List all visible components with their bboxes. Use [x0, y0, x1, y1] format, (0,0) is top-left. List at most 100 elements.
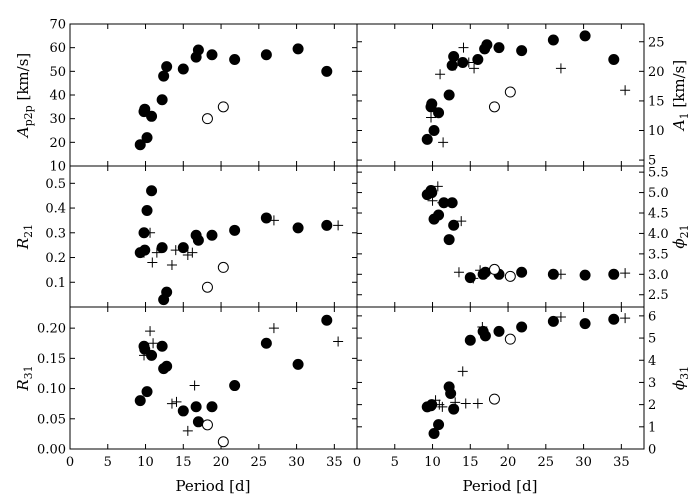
point-plus-r31-3 [166, 398, 177, 409]
point-plus-r21-9 [333, 220, 344, 231]
x-tick-label-phi31-4: 20 [500, 455, 517, 470]
point-filled-r21-8 [177, 242, 189, 254]
point-filled-a1-3 [428, 125, 440, 136]
x-tick-label-r31-4: 20 [213, 455, 230, 470]
y-tick-label-r31-0: 0.00 [37, 443, 66, 458]
point-filled-r31-3 [141, 386, 153, 398]
point-filled-r31-10 [192, 416, 204, 428]
point-filled-a1-5 [443, 89, 455, 101]
y-tick-label-app-4: 50 [49, 65, 66, 80]
y-tick-label-app-6: 70 [49, 18, 66, 33]
point-plus-r21-8 [268, 215, 279, 226]
x-tick-label-r31-2: 10 [137, 455, 154, 470]
x-axis-label-right: Period [d] [463, 477, 538, 495]
point-plus-a1-2 [435, 69, 446, 80]
point-filled-app-13 [260, 49, 272, 61]
point-plus-phi31-6 [460, 398, 471, 409]
point-open-phi31-1 [504, 333, 516, 345]
point-filled-r31-12 [229, 380, 241, 392]
point-filled-phi31-7 [448, 403, 460, 415]
point-plus-phi31-7 [472, 398, 483, 409]
point-filled-app-6 [158, 70, 170, 82]
point-filled-a1-2 [426, 98, 438, 110]
x-tick-label-r31-7: 35 [326, 455, 343, 470]
y-tick-label-phi21-3: 4.0 [648, 227, 669, 242]
point-plus-phi31-9 [555, 311, 566, 322]
point-filled-app-3 [141, 132, 153, 144]
y-tick-label-app-2: 30 [49, 112, 66, 127]
point-plus-phi21-7 [478, 269, 489, 280]
point-filled-r21-2 [139, 244, 151, 256]
point-filled-a1-14 [547, 34, 559, 46]
point-filled-phi21-4 [433, 209, 445, 221]
point-plus-r31-1 [145, 326, 156, 337]
point-plus-phi21-4 [456, 216, 467, 227]
x-tick-label-phi31-6: 30 [575, 455, 592, 470]
y-axis-label-r31: R31 [14, 365, 35, 391]
panel-frame-phi31 [356, 306, 645, 450]
y-tick-label-phi31-1: 1 [648, 420, 656, 435]
point-filled-app-2 [139, 103, 151, 115]
point-plus-phi21-5 [468, 273, 479, 284]
point-filled-a1-12 [493, 42, 505, 54]
y-tick-label-r31-3: 0.15 [37, 352, 66, 367]
point-filled-phi31-11 [493, 325, 505, 337]
y-tick-label-r21-1: 0.2 [45, 251, 66, 266]
point-plus-phi21-0 [427, 195, 438, 206]
y-tick-label-r31-4: 0.20 [37, 322, 66, 337]
point-plus-phi31-4 [450, 397, 461, 408]
point-open-r31-0 [201, 419, 213, 431]
point-plus-r21-4 [166, 259, 177, 270]
point-open-a1-0 [488, 101, 500, 113]
x-axis-label-left: Period [d] [176, 477, 251, 495]
y-tick-label-r21-3: 0.4 [45, 202, 66, 217]
point-open-phi21-0 [488, 263, 500, 275]
point-plus-r21-6 [182, 250, 193, 261]
point-filled-phi21-7 [446, 197, 458, 209]
point-filled-r31-11 [206, 401, 218, 413]
y-tick-label-phi31-6: 6 [648, 309, 656, 324]
point-filled-r21-7 [161, 286, 173, 298]
point-plus-r21-7 [187, 247, 198, 258]
y-tick-label-phi21-0: 2.5 [648, 288, 669, 303]
point-plus-r31-8 [333, 336, 344, 347]
point-open-a1-1 [504, 86, 516, 98]
point-filled-phi31-14 [579, 318, 591, 330]
x-tick-label-phi31-0: 0 [353, 455, 361, 470]
point-filled-r21-12 [229, 224, 241, 236]
point-filled-app-12 [229, 54, 241, 65]
point-plus-r31-7 [268, 323, 279, 334]
point-filled-app-10 [192, 44, 204, 56]
x-tick-label-r31-5: 25 [251, 455, 268, 470]
point-filled-phi31-6 [445, 388, 457, 400]
point-filled-a1-16 [608, 54, 620, 65]
point-plus-phi21-8 [555, 269, 566, 280]
point-filled-phi31-3 [428, 427, 440, 439]
point-filled-r31-13 [260, 337, 272, 349]
point-filled-phi21-8 [448, 219, 460, 231]
point-plus-phi31-5 [457, 366, 468, 377]
point-filled-phi21-13 [516, 266, 528, 278]
x-tick-label-phi31-1: 5 [391, 455, 399, 470]
point-plus-r21-0 [139, 247, 150, 258]
panels-layer [69, 23, 645, 450]
y-tick-label-a1-2: 15 [648, 94, 665, 109]
y-axis-label-a1: A1 [km/s] [670, 60, 691, 132]
y-tick-label-app-5: 60 [49, 41, 66, 56]
y-axis-label-r21: R21 [14, 224, 35, 250]
point-filled-a1-0 [421, 133, 433, 145]
x-tick-label-phi31-3: 15 [462, 455, 479, 470]
point-filled-a1-15 [579, 30, 591, 42]
y-tick-label-phi21-4: 4.5 [648, 207, 669, 222]
point-plus-r31-6 [189, 380, 200, 391]
point-plus-a1-6 [463, 57, 474, 68]
panel-frame-phi21 [356, 165, 645, 308]
point-plus-r21-2 [147, 257, 158, 268]
point-open-phi21-1 [504, 270, 516, 282]
point-plus-phi21-2 [437, 197, 448, 208]
point-filled-r21-5 [156, 242, 168, 254]
point-filled-phi21-2 [426, 187, 438, 199]
y-tick-label-a1-0: 5 [648, 154, 656, 169]
point-filled-r31-0 [134, 395, 146, 407]
point-filled-r31-7 [161, 360, 173, 372]
